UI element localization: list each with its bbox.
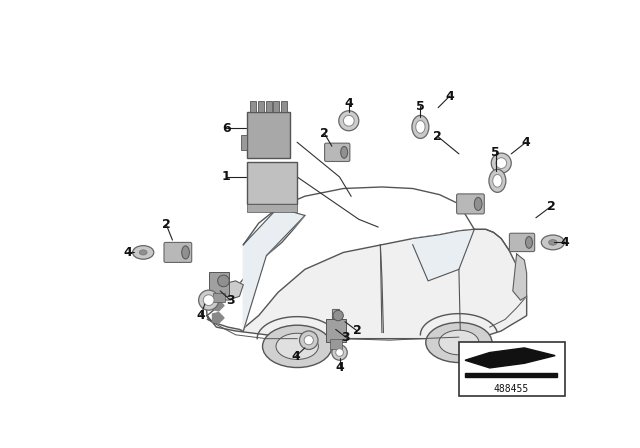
FancyBboxPatch shape bbox=[459, 342, 565, 396]
FancyBboxPatch shape bbox=[241, 134, 247, 150]
Ellipse shape bbox=[439, 330, 479, 355]
Polygon shape bbox=[243, 208, 305, 331]
FancyBboxPatch shape bbox=[258, 101, 264, 112]
FancyBboxPatch shape bbox=[324, 143, 350, 161]
Text: 4: 4 bbox=[335, 362, 344, 375]
FancyBboxPatch shape bbox=[212, 293, 225, 302]
Text: 2: 2 bbox=[162, 218, 171, 231]
Polygon shape bbox=[212, 313, 224, 323]
Circle shape bbox=[198, 290, 219, 310]
Circle shape bbox=[492, 153, 511, 173]
FancyBboxPatch shape bbox=[330, 340, 342, 349]
Polygon shape bbox=[212, 300, 224, 311]
Ellipse shape bbox=[474, 198, 482, 211]
Ellipse shape bbox=[426, 323, 492, 362]
Ellipse shape bbox=[262, 325, 332, 367]
Polygon shape bbox=[211, 274, 226, 288]
Text: 3: 3 bbox=[226, 293, 234, 307]
Text: 4: 4 bbox=[291, 350, 300, 363]
Text: 2: 2 bbox=[353, 324, 362, 337]
Circle shape bbox=[344, 116, 354, 126]
Text: 5: 5 bbox=[492, 146, 500, 159]
FancyBboxPatch shape bbox=[273, 101, 280, 112]
Text: 4: 4 bbox=[124, 246, 132, 259]
Ellipse shape bbox=[340, 146, 348, 158]
Ellipse shape bbox=[132, 246, 154, 259]
FancyBboxPatch shape bbox=[164, 242, 192, 263]
FancyBboxPatch shape bbox=[326, 319, 346, 342]
Text: 4: 4 bbox=[344, 97, 353, 110]
Circle shape bbox=[204, 295, 214, 306]
Ellipse shape bbox=[140, 250, 147, 255]
Ellipse shape bbox=[276, 333, 318, 359]
Text: 1: 1 bbox=[222, 170, 231, 184]
Text: 5: 5 bbox=[416, 99, 425, 112]
Polygon shape bbox=[465, 348, 555, 368]
Text: 4: 4 bbox=[196, 309, 205, 322]
FancyBboxPatch shape bbox=[247, 162, 297, 204]
FancyBboxPatch shape bbox=[247, 204, 297, 211]
Ellipse shape bbox=[525, 237, 532, 248]
Circle shape bbox=[339, 111, 359, 131]
Text: 3: 3 bbox=[341, 331, 350, 344]
Ellipse shape bbox=[541, 235, 564, 250]
Text: 2: 2 bbox=[433, 129, 442, 142]
Circle shape bbox=[336, 349, 344, 356]
Polygon shape bbox=[465, 373, 557, 377]
Text: 488455: 488455 bbox=[493, 383, 529, 394]
Text: 4: 4 bbox=[445, 90, 454, 103]
FancyBboxPatch shape bbox=[266, 101, 272, 112]
Polygon shape bbox=[413, 229, 474, 281]
Circle shape bbox=[304, 336, 314, 345]
Text: 4: 4 bbox=[522, 136, 531, 149]
Circle shape bbox=[218, 275, 229, 287]
Ellipse shape bbox=[548, 240, 557, 245]
Ellipse shape bbox=[182, 246, 189, 259]
Text: 2: 2 bbox=[547, 200, 556, 213]
Circle shape bbox=[332, 345, 348, 360]
Circle shape bbox=[300, 331, 318, 349]
Ellipse shape bbox=[416, 121, 425, 133]
FancyBboxPatch shape bbox=[209, 272, 228, 296]
FancyBboxPatch shape bbox=[250, 101, 257, 112]
Ellipse shape bbox=[412, 115, 429, 138]
Polygon shape bbox=[209, 281, 243, 300]
Ellipse shape bbox=[489, 169, 506, 192]
Circle shape bbox=[333, 310, 343, 321]
Text: 2: 2 bbox=[320, 127, 328, 140]
Circle shape bbox=[496, 158, 507, 168]
Text: 4: 4 bbox=[561, 236, 570, 249]
Polygon shape bbox=[513, 254, 527, 300]
FancyBboxPatch shape bbox=[247, 112, 289, 158]
FancyBboxPatch shape bbox=[509, 233, 534, 252]
Polygon shape bbox=[207, 229, 527, 339]
Polygon shape bbox=[332, 310, 339, 322]
Text: 6: 6 bbox=[222, 122, 230, 135]
FancyBboxPatch shape bbox=[456, 194, 484, 214]
FancyBboxPatch shape bbox=[281, 101, 287, 112]
Ellipse shape bbox=[493, 174, 502, 187]
